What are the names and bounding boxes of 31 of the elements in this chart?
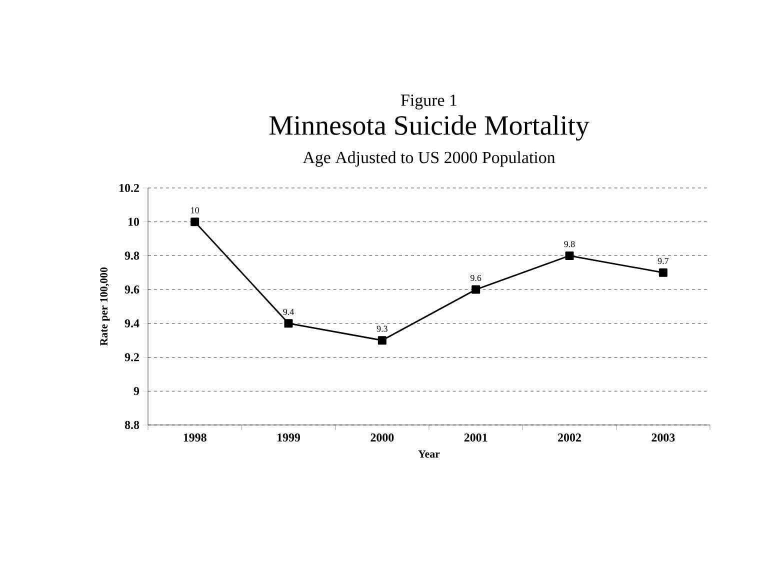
- x-axis-title: Year: [418, 450, 440, 458]
- point: [658, 268, 668, 277]
- y-axis-title: Rate per 100,000: [100, 267, 110, 346]
- point: [565, 251, 574, 260]
- x-tick-label: 2000: [370, 434, 394, 442]
- chart-title: Minnesota Suicide Mortality: [269, 115, 590, 141]
- chart-subtitle: Age Adjusted to US 2000 Population: [302, 151, 556, 167]
- data-label: 9.6: [470, 274, 482, 282]
- y-tick-label: 9.2: [124, 353, 139, 362]
- data-label: 9.8: [564, 241, 575, 248]
- point: [190, 218, 200, 226]
- data-label: 9.7: [658, 258, 669, 264]
- y-tick-label: 9.6: [124, 286, 140, 294]
- data-label: 10: [191, 207, 199, 214]
- data-label: 9.4: [283, 308, 294, 315]
- y-tick-label: 9.4: [124, 319, 140, 328]
- caption: Figure 1: [401, 94, 456, 110]
- y-tick-label: 10: [128, 218, 140, 226]
- point: [284, 319, 293, 328]
- x-tick-label: 1998: [184, 434, 206, 442]
- x-tick-label: 2002: [558, 434, 581, 442]
- x-tick-label: 2001: [464, 434, 488, 442]
- data-label: 9.3: [376, 326, 388, 332]
- y-tick-label: 10.2: [120, 184, 139, 192]
- y-tick-label: 9.8: [124, 252, 140, 260]
- point: [378, 336, 386, 345]
- y-tick-label: 9: [134, 387, 140, 396]
- x-tick-label: 2003: [652, 434, 675, 442]
- y-tick-label: 8.8: [124, 420, 140, 430]
- x-tick-label: 1999: [278, 434, 300, 442]
- point: [472, 285, 480, 294]
